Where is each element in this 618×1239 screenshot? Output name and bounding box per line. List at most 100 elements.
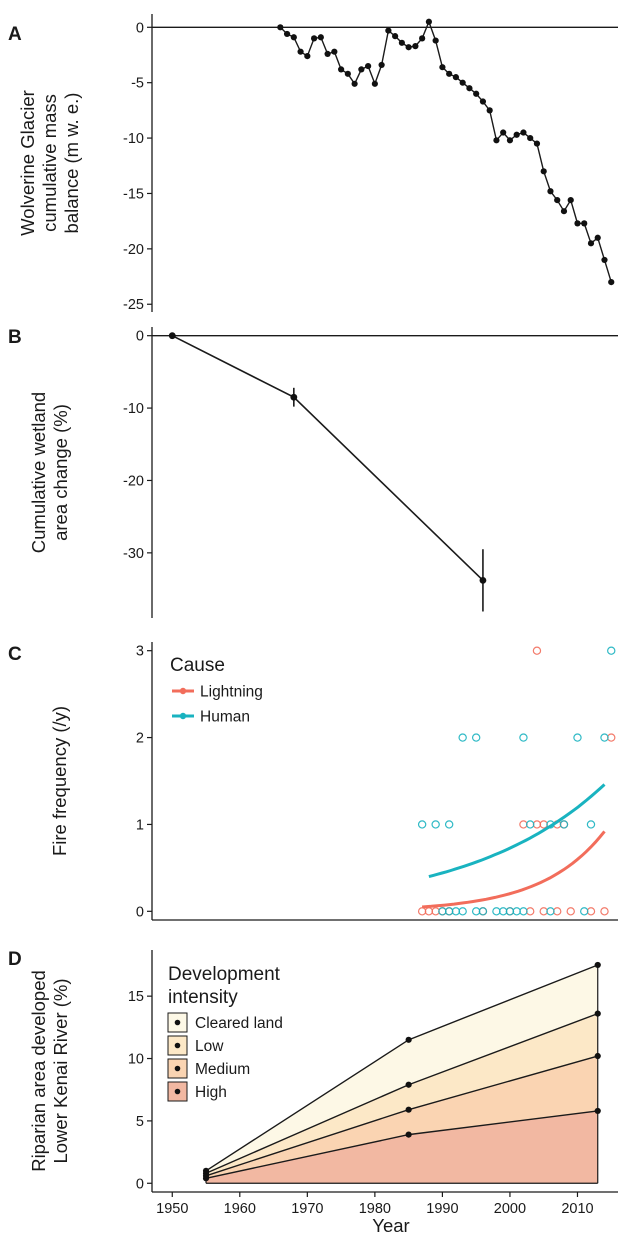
y-tick-label: 0: [136, 1176, 144, 1192]
mass-balance-point: [412, 43, 419, 50]
legend: Cause Lightning Human: [170, 655, 263, 726]
fire-point-human: [600, 733, 609, 742]
y-axis-label: Fire frequency (/y): [49, 706, 70, 856]
mass-balance-point: [344, 70, 351, 77]
y-tick-label: 3: [136, 644, 144, 660]
y-axis-label: Wolverine Glaciercumulative massbalance …: [17, 90, 82, 236]
mass-balance-point: [479, 98, 487, 105]
fire-point-human: [417, 820, 427, 829]
mass-balance-point: [371, 80, 378, 87]
y-axis-label-line: area change (%): [50, 404, 71, 541]
fire-point-human: [526, 820, 535, 829]
x-axis-label: Year: [372, 1215, 409, 1236]
fire-point-lightning: [532, 646, 542, 655]
y-tick-label: 15: [128, 989, 144, 1005]
fire-point-human: [451, 907, 461, 916]
y-tick-label: 0: [136, 20, 144, 36]
mass-balance-point: [452, 74, 460, 81]
mass-balance-point: [540, 168, 547, 175]
legend-swatch-dot: [179, 712, 187, 720]
fire-point-human: [519, 733, 528, 742]
wetland-line: [171, 334, 484, 581]
mass-balance-point: [446, 70, 453, 77]
legend-label: Cleared land: [195, 1015, 283, 1032]
fire-point-human: [512, 907, 521, 916]
mass-balance-point: [581, 220, 588, 227]
fire-point-lightning: [424, 907, 434, 916]
fire-point-human: [478, 907, 488, 916]
fire-point-lightning: [600, 907, 609, 916]
fire-point-lightning: [539, 907, 548, 916]
mass-balance-point: [304, 52, 311, 60]
wetland-point: [479, 576, 487, 584]
fire-point-human: [573, 733, 582, 742]
fire-point-lightning: [532, 820, 542, 829]
fire-point-lightning: [431, 907, 440, 916]
mass-balance-point: [283, 30, 291, 38]
y-tick-label: -5: [131, 76, 144, 92]
panel-letter: A: [8, 24, 22, 45]
mass-balance-point: [547, 188, 554, 195]
legend-title: Development: [168, 964, 281, 985]
y-tick-label: 1: [136, 817, 144, 833]
mass-balance-point: [520, 129, 527, 136]
panel-d: D 0 5 10 15 Riparian area developedLower Kena…: [8, 949, 618, 1236]
fire-point-human: [546, 907, 555, 916]
area-cleared-land: [206, 964, 598, 1174]
y-tick-label: 10: [128, 1052, 144, 1068]
fire-point-human: [458, 733, 467, 742]
y-axis-label-line: cumulative mass: [39, 94, 60, 232]
mass-balance-point: [554, 197, 561, 204]
fire-point-human: [444, 820, 454, 829]
boundary-point: [594, 1107, 601, 1115]
legend-swatch-dot: [174, 1065, 181, 1072]
mass-balance-point: [351, 80, 358, 87]
y-axis-label-line: Riparian area developed: [28, 970, 49, 1172]
y-tick-label: 2: [136, 731, 144, 747]
mass-balance-point: [439, 64, 446, 71]
mass-balance-point: [574, 220, 581, 227]
mass-balance-point: [290, 34, 297, 41]
mass-balance-point: [473, 90, 480, 97]
boundary-point: [202, 1167, 210, 1174]
panel-letter: C: [8, 644, 22, 665]
trend-curve-lightning: [421, 830, 606, 909]
mass-balance-point: [358, 66, 365, 73]
boundary-point: [405, 1106, 412, 1113]
x-tick-label: 1970: [291, 1201, 323, 1217]
fire-point-human: [444, 907, 454, 916]
fire-point-human: [607, 646, 616, 655]
y-tick-label: 0: [136, 904, 144, 920]
y-tick-label: -25: [123, 297, 144, 313]
y-tick-label: 0: [136, 329, 144, 345]
fire-point-human: [431, 820, 440, 829]
y-axis-label-line: Cumulative wetland: [28, 392, 49, 553]
boundary-point: [594, 1010, 601, 1017]
legend-label: Human: [200, 709, 250, 726]
fire-point-human: [458, 907, 467, 916]
fire-point-lightning: [586, 907, 596, 916]
fire-point-human: [492, 907, 501, 916]
y-axis-label: Cumulative wetlandarea change (%): [28, 392, 71, 553]
y-tick-label: -10: [123, 401, 144, 417]
area-medium: [206, 1056, 598, 1179]
mass-balance-point: [331, 48, 338, 55]
mass-balance-point: [513, 131, 520, 138]
x-tick-label: 2000: [494, 1201, 526, 1217]
legend-label: High: [195, 1084, 227, 1101]
mass-balance-point: [506, 137, 514, 144]
area-high: [206, 1110, 598, 1184]
mass-balance-point: [405, 44, 412, 51]
mass-balance-point: [338, 66, 345, 73]
legend-swatch-dot: [174, 1042, 181, 1049]
fire-point-human: [519, 907, 528, 916]
y-tick-label: -15: [123, 186, 144, 202]
mass-balance-point: [587, 240, 595, 247]
boundary-point: [594, 1052, 601, 1060]
x-tick-label: 1990: [426, 1201, 458, 1217]
y-tick-label: -20: [123, 242, 144, 258]
fire-point-lightning: [553, 907, 562, 916]
x-tick-label: 1960: [224, 1201, 256, 1217]
legend-swatch-dot: [174, 1019, 181, 1026]
trend-curve-human: [428, 783, 606, 879]
